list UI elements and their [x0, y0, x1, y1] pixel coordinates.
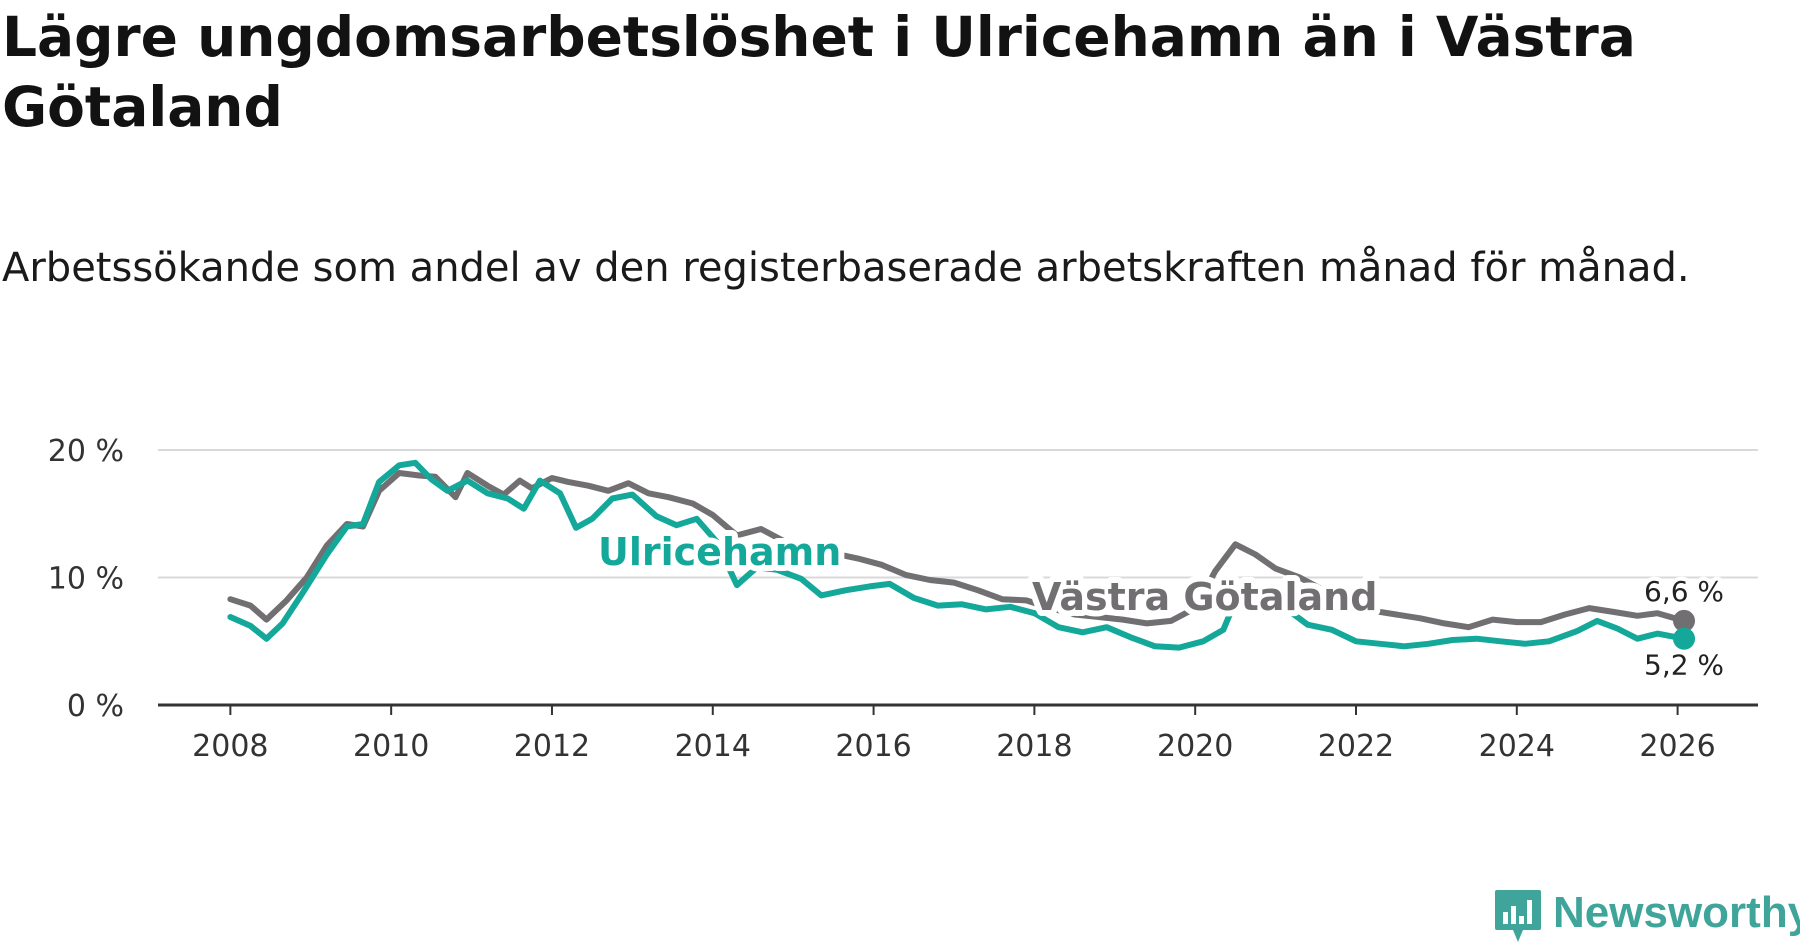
x-tick-label: 2010 [353, 729, 429, 764]
chart-subtitle: Arbetssökande som andel av den registerb… [2, 245, 1690, 291]
x-tick-label: 2016 [835, 729, 911, 764]
x-tick-label: 2012 [514, 729, 590, 764]
chart-title: Lägre ungdomsarbetslöshet i Ulricehamn ä… [2, 5, 1636, 139]
series-end-marker-1 [1673, 627, 1696, 650]
y-tick-label: 0 % [67, 689, 124, 724]
end-value-halo: 6,6 % [1644, 575, 1724, 608]
series-label-0: Västra Götaland [1032, 575, 1377, 619]
bar-chart-logo-icon [1495, 890, 1541, 942]
newsworthy-logo: Newsworthy [1493, 888, 1800, 944]
x-tick-label: 2008 [192, 729, 268, 764]
series-label-halo: Ulricehamn [598, 530, 841, 574]
gridlines [158, 449, 1758, 579]
x-tick-label: 2026 [1639, 729, 1715, 764]
x-tick-label: 2014 [675, 729, 751, 764]
axes: 0 % 10 % 20 % 2008 2010 2012 2014 2016 2018 2020 2… [48, 434, 1758, 764]
line-chart: 0 % 10 % 20 % 2008 2010 2012 2014 2016 2018 2020 2… [48, 434, 1758, 764]
y-tick-label: 10 % [48, 562, 124, 597]
series-line-1 [227, 459, 1687, 651]
series-label-1: Ulricehamn [598, 530, 841, 574]
end-value-halo: 5,2 % [1644, 649, 1724, 682]
series-end-marker-0 [1673, 609, 1696, 632]
end-value-label-0: 6,6 % [1644, 575, 1724, 608]
x-tick-label: 2022 [1318, 729, 1394, 764]
x-tick-label: 2020 [1157, 729, 1233, 764]
end-value-label-1: 5,2 % [1644, 649, 1724, 682]
y-tick-label: 20 % [48, 434, 124, 469]
x-tick-label: 2018 [996, 729, 1072, 764]
x-tick-label: 2024 [1479, 729, 1555, 764]
series-line-0 [227, 470, 1687, 631]
series-label-halo: Västra Götaland [1032, 575, 1377, 619]
series-lines [227, 459, 1696, 651]
brand-name: Newsworthy [1553, 888, 1800, 937]
